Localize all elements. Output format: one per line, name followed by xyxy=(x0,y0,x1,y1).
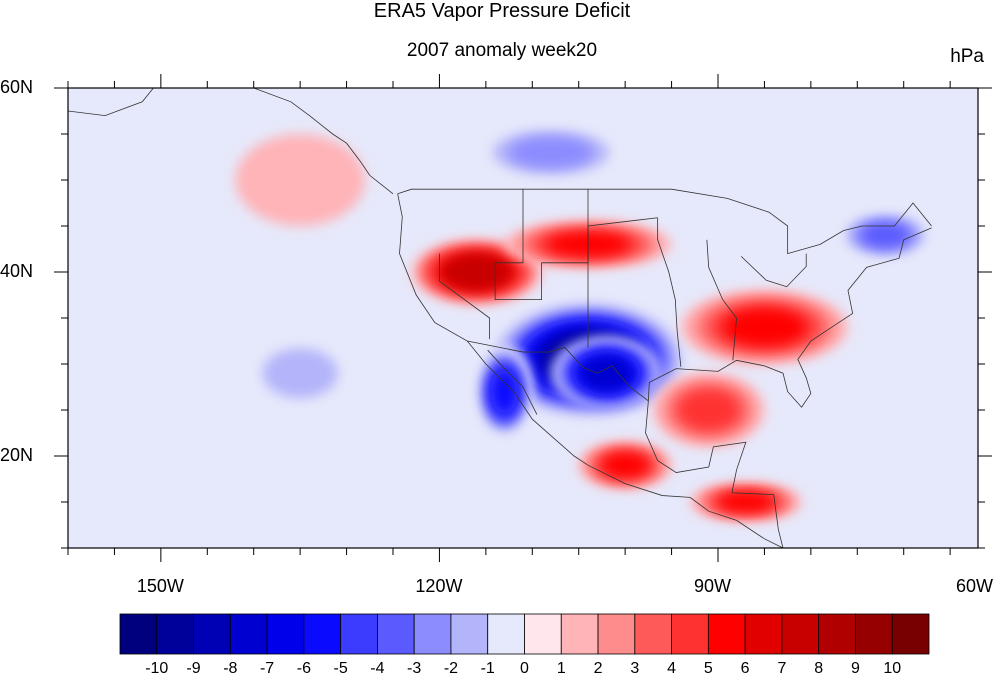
colorbar-label: 3 xyxy=(630,660,640,677)
lat-label: 40N xyxy=(0,261,34,281)
colorbar-label: -7 xyxy=(259,660,275,677)
colorbar-swatch xyxy=(266,613,305,655)
gulf-of-mexico-positive-anomaly xyxy=(653,373,765,447)
great-basin-positive-anomaly xyxy=(411,239,542,305)
northeast-negative-anomaly xyxy=(838,212,932,259)
colorbar-swatch xyxy=(560,613,599,655)
lat-label: 20N xyxy=(0,445,34,465)
atlantic-gulf-coastline xyxy=(647,227,932,408)
baja-negative-anomaly xyxy=(476,345,533,438)
colorbar-swatch xyxy=(818,613,856,655)
axis-ticks xyxy=(54,74,992,562)
colorbar-swatch xyxy=(781,613,820,655)
colorbar-swatch xyxy=(634,613,672,655)
texas-negative-core xyxy=(550,336,663,411)
southeast-us-positive-anomaly xyxy=(680,290,848,365)
mississippi-river-borders xyxy=(706,239,737,361)
colorbar-swatch xyxy=(229,613,268,655)
colorbar xyxy=(119,613,930,655)
central-mexico-positive-anomaly xyxy=(578,442,672,489)
california-nevada-border xyxy=(439,253,490,340)
colorbar-label: -2 xyxy=(443,660,459,677)
sub-title: 2007 anomaly week20 xyxy=(406,40,598,61)
north-pacific-positive-anomaly xyxy=(235,134,366,226)
colorbar-swatch xyxy=(744,613,783,655)
colorbar-label: 10 xyxy=(883,660,902,677)
colorbar-label: 6 xyxy=(740,660,750,677)
colorbar-swatch xyxy=(450,613,489,655)
colorbar-swatch xyxy=(340,613,378,655)
colorbar-label: 1 xyxy=(556,660,566,677)
ohio-valley-borders xyxy=(740,253,807,288)
lon-label: 150W xyxy=(136,576,184,596)
canada-negative-anomaly xyxy=(476,124,626,180)
colorbar-label: 5 xyxy=(703,660,713,677)
alaska-bc-coast xyxy=(68,88,394,195)
colorbar-label: 9 xyxy=(851,660,860,677)
colorbar-swatch xyxy=(855,613,893,655)
central-america-positive-anomaly xyxy=(690,483,802,521)
central-state-borders xyxy=(657,217,682,367)
colorbar-label: 7 xyxy=(777,660,787,677)
us-mexico-border xyxy=(467,340,649,402)
colorbar-label: 8 xyxy=(814,660,824,677)
lon-label: 60W xyxy=(956,576,994,596)
coastlines xyxy=(68,88,932,548)
colorbar-swatch xyxy=(671,613,709,655)
colorbar-swatch xyxy=(377,613,415,655)
colorbar-label: -9 xyxy=(186,660,201,677)
colorbar-swatch xyxy=(413,613,452,655)
us-canada-border xyxy=(397,188,932,255)
main-title: ERA5 Vapor Pressure Deficit xyxy=(373,0,631,22)
lon-label: 120W xyxy=(415,576,463,596)
gulf-of-california-coast xyxy=(487,349,538,415)
lat-label: 60N xyxy=(0,77,34,97)
colorbar-swatch xyxy=(156,613,194,655)
colorbar-swatch xyxy=(303,613,342,655)
units-label: hPa xyxy=(950,46,984,67)
colorbar-label: -10 xyxy=(145,660,169,677)
colorbar-swatch xyxy=(193,613,231,655)
lon-label: 90W xyxy=(694,576,732,596)
colorbar-swatch xyxy=(891,613,930,655)
colorbar-label: -4 xyxy=(370,660,385,677)
pacific-negative-anomaly xyxy=(244,336,356,411)
colorbar-label: 2 xyxy=(593,660,603,677)
colorbar-label: -3 xyxy=(407,660,422,677)
colorbar-label: -1 xyxy=(480,660,495,677)
colorbar-label: 4 xyxy=(667,660,677,677)
colorbar-label: -5 xyxy=(333,660,348,677)
colorbar-label: -6 xyxy=(296,660,311,677)
pacific-coastline xyxy=(397,193,784,548)
colorbar-label: -8 xyxy=(223,660,238,677)
colorbar-swatch xyxy=(597,613,636,655)
anomaly-regions xyxy=(235,124,932,521)
colorbar-swatch xyxy=(524,613,562,655)
colorbar-swatch xyxy=(119,613,158,655)
colorbar-swatch xyxy=(707,613,746,655)
mexico-central-america-gulf-coast xyxy=(645,400,784,548)
colorbar-label: 0 xyxy=(520,660,529,677)
colorbar-swatch xyxy=(487,613,525,655)
